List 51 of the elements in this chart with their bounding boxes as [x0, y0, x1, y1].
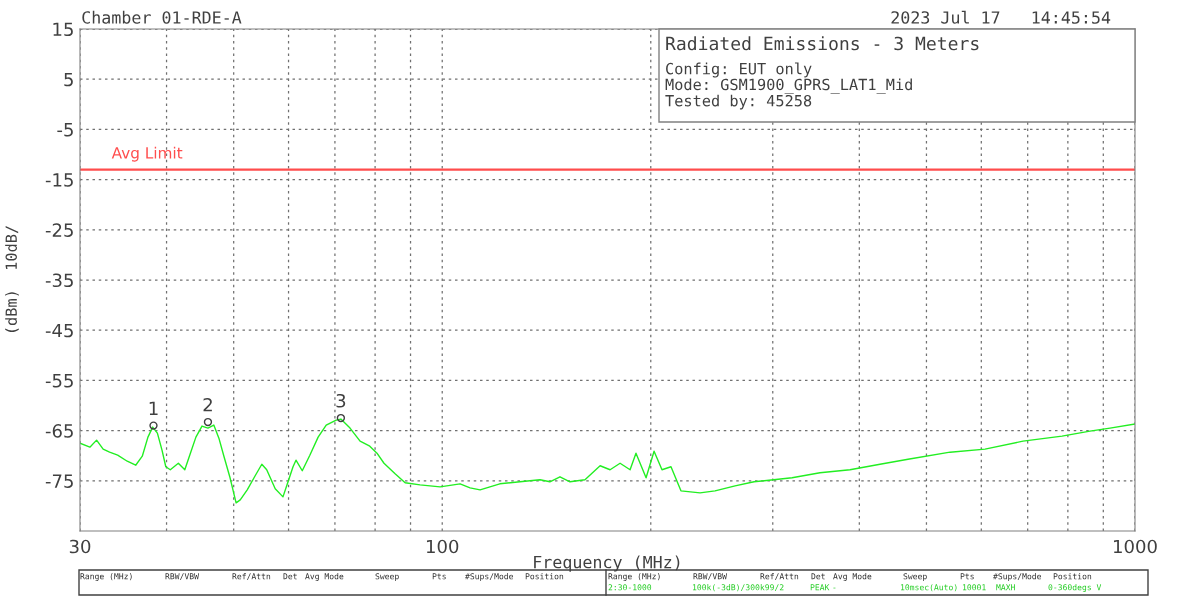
text: Sweep [375, 573, 399, 581]
text: - [833, 587, 836, 589]
ref-line-label: Avg Limit [111, 146, 183, 162]
text: Det [811, 573, 825, 580]
text: 0-360degs V [1048, 584, 1102, 592]
text: 100k(-3dB)/300k99/2 [692, 584, 784, 592]
y-tick-label: -75 [45, 474, 73, 488]
text: Avg Mode [305, 573, 344, 581]
text: #Sups/Mode [465, 573, 514, 581]
annotation: 3 [336, 393, 346, 408]
y-tick-label: -55 [45, 374, 73, 388]
text: Ref/Attn [760, 573, 799, 580]
text: RBW/VBW [165, 573, 199, 580]
text: 2:30-1000 [608, 584, 652, 591]
y-tick-label: -35 [45, 273, 73, 288]
annotation: 1 [149, 401, 158, 415]
y-tick-label: -5 [57, 123, 73, 137]
x-tick-label: 30 [69, 539, 91, 554]
y-axis-title: (dBm) 10dB/ [5, 225, 19, 333]
y-tick-label: -45 [45, 323, 73, 338]
x-tick-label: 100 [426, 539, 459, 554]
annotation: 2 [203, 397, 212, 412]
text: Ref/Attn [232, 573, 271, 580]
y-tick-label: 5 [64, 72, 73, 87]
text: Position [1053, 573, 1092, 580]
chart-title: Chamber 01-RDE-A [82, 10, 242, 24]
text: Det [283, 573, 297, 580]
x-tick-label: 1000 [1114, 539, 1157, 554]
annotation: Radiated Emissions - 3 Meters [666, 36, 979, 51]
text: PEAK [810, 584, 830, 591]
text: Avg Mode [833, 573, 872, 581]
text: 10001 [962, 584, 986, 591]
text: Sweep [903, 573, 927, 581]
text: Pts [960, 573, 974, 580]
text: Range (MHz) [608, 573, 660, 581]
text: Position [525, 573, 564, 580]
x-axis-title: Frequency (MHz) [534, 555, 680, 572]
text: #Sups/Mode [993, 573, 1042, 581]
y-tick-label: -65 [45, 424, 73, 438]
text: MAXH [996, 584, 1015, 591]
y-tick-label: -25 [45, 223, 73, 237]
text: 10msec(Auto) [900, 584, 957, 592]
text: RBW/VBW [693, 573, 727, 580]
y-tick-label: -15 [45, 173, 73, 187]
annotation: Mode: GSM1900_GPRS_LAT1_Mid [665, 78, 912, 94]
text: Range (MHz) [80, 573, 132, 581]
annotation: Config: EUT only [666, 62, 812, 78]
y-tick-label: 15 [53, 22, 73, 37]
text: Pts [432, 573, 446, 580]
annotation: Tested by: 45258 [665, 94, 812, 110]
chart-subtitle: 2023 Jul 17 14:45:54 [891, 10, 1111, 24]
